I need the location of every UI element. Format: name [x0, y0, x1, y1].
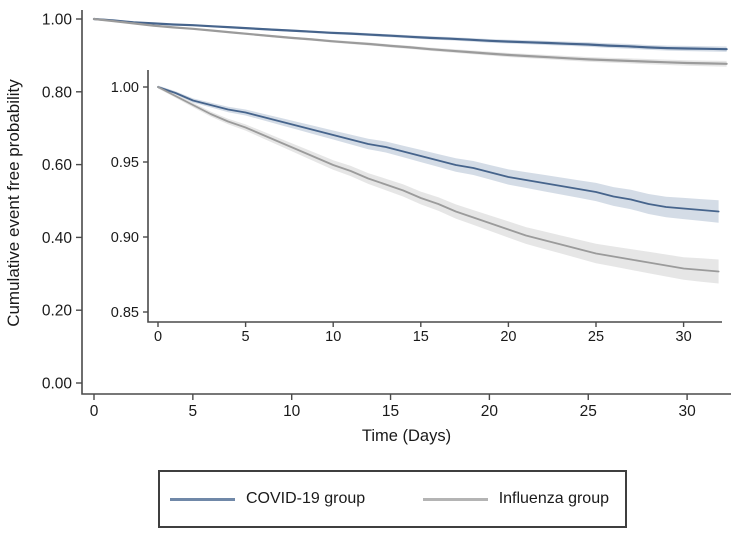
inset-x-tick-label: 0	[154, 329, 162, 345]
inset-band-1	[158, 85, 719, 284]
main-axis-spine	[81, 10, 731, 395]
inset-axis-spine	[147, 70, 722, 323]
main-x-tick-label: 30	[678, 403, 696, 420]
main-y-tick-label: 0.60	[42, 157, 73, 174]
main-y-tick-label: 0.40	[42, 230, 73, 247]
main-y-tick-label: 0.20	[42, 303, 73, 320]
inset-x-tick-label: 5	[242, 329, 250, 345]
legend-item-influenza: Influenza group	[422, 490, 609, 508]
inset-x-tick-label: 10	[325, 329, 341, 345]
inset-curve-1	[157, 86, 720, 273]
main-x-tick-label: 20	[481, 403, 499, 420]
y-axis-title: Cumulative event free probability	[4, 79, 23, 327]
inset-x-tick-label: 25	[588, 329, 604, 345]
inset-y-tick-label: 0.95	[111, 155, 139, 171]
main-curve-0	[92, 17, 728, 51]
main-y-tick-label: 0.00	[42, 376, 73, 393]
inset-x-tick-label: 15	[413, 329, 429, 345]
legend-box: COVID-19 group Influenza group	[158, 470, 627, 528]
inset-x-tick-label: 30	[676, 329, 692, 345]
main-curve-1	[92, 17, 728, 65]
legend-item-covid: COVID-19 group	[170, 490, 365, 508]
inset-x-tick-label: 20	[500, 329, 516, 345]
main-x-tick-label: 5	[189, 403, 198, 420]
main-y-tick-label: 1.00	[42, 12, 73, 29]
main-x-tick-label: 25	[580, 403, 597, 420]
x-axis-title: Time (Days)	[361, 427, 452, 445]
influenza-line-sample-icon	[422, 497, 488, 501]
main-plot: 0.00 0.20 0.40 0.60 0.80 1.00 0 5 10 15 20 25 30	[42, 10, 731, 420]
covid-line-sample-icon	[170, 497, 235, 501]
main-x-tick-label: 0	[90, 403, 99, 420]
legend-label-covid: COVID-19 group	[246, 490, 366, 507]
main-y-tick-label: 0.80	[42, 84, 73, 101]
inset-plot: 0.85 0.90 0.95 1.00 0 5 10 15 20 25 30	[111, 70, 722, 345]
main-x-tick-label: 10	[283, 403, 301, 420]
legend-label-influenza: Influenza group	[498, 490, 609, 507]
inset-y-tick-label: 0.85	[111, 305, 139, 321]
main-x-tick-label: 15	[382, 403, 399, 420]
inset-y-tick-label: 1.00	[111, 80, 139, 96]
inset-y-tick-label: 0.90	[111, 230, 139, 246]
inset-curve-0	[157, 86, 720, 213]
